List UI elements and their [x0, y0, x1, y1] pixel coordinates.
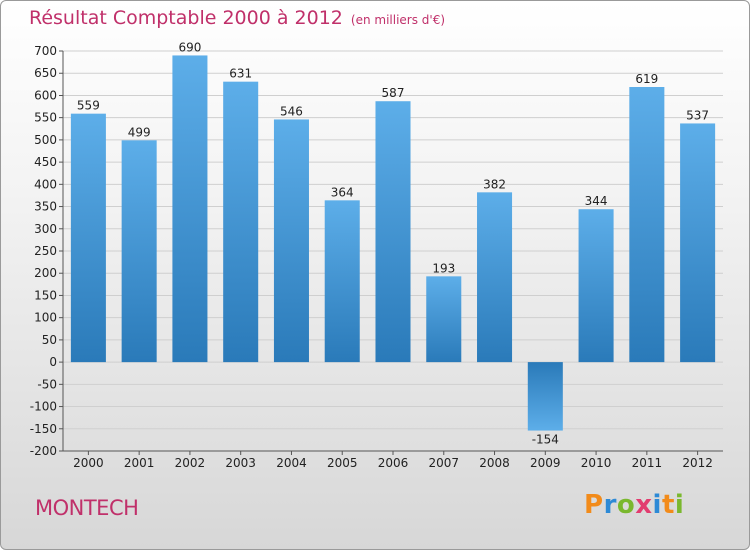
place-name: MONTECH — [35, 496, 139, 520]
x-tick-label: 2007 — [428, 456, 459, 470]
logo-letter: o — [616, 490, 636, 520]
bar-2000 — [70, 113, 106, 363]
y-tick-label: -50 — [37, 377, 57, 391]
bar-2002 — [172, 55, 208, 363]
data-label-2008: 382 — [483, 177, 506, 191]
bar-2001 — [121, 140, 157, 363]
bar-2010 — [578, 209, 614, 363]
bar-2012 — [680, 123, 716, 363]
data-label-2006: 587 — [382, 86, 405, 100]
bar-2004 — [273, 119, 309, 363]
y-tick-label: 100 — [34, 311, 57, 325]
y-tick-label: 150 — [34, 288, 57, 302]
y-tick-label: 300 — [34, 222, 57, 236]
y-tick-label: -200 — [30, 444, 57, 458]
y-tick-label: 0 — [49, 355, 57, 369]
bar-2006 — [375, 101, 411, 363]
data-label-2011: 619 — [635, 72, 658, 86]
bars — [70, 55, 716, 431]
logo-letter: P — [584, 490, 604, 520]
data-label-2004: 546 — [280, 104, 303, 118]
y-tick-label: 600 — [34, 88, 57, 102]
chart-subtitle: (en milliers d'€) — [350, 13, 446, 27]
y-tick-label: 650 — [34, 66, 57, 80]
y-tick-label: -100 — [30, 400, 57, 414]
x-tick-label: 2000 — [73, 456, 104, 470]
x-tick-label: 2012 — [682, 456, 713, 470]
data-label-2003: 631 — [229, 67, 252, 81]
y-tick-label: 450 — [34, 155, 57, 169]
bar-2007 — [426, 276, 462, 363]
x-tick-label: 2003 — [225, 456, 256, 470]
y-tick-label: 700 — [34, 44, 57, 58]
chart-title: Résultat Comptable 2000 à 2012 (en millie… — [29, 7, 445, 29]
y-tick-label: 400 — [34, 177, 57, 191]
chart-title-text: Résultat Comptable 2000 à 2012 — [29, 7, 343, 29]
y-tick-label: -150 — [30, 422, 57, 436]
data-label-2001: 499 — [128, 125, 151, 139]
x-tick-label: 2009 — [530, 456, 561, 470]
logo-letter: i — [674, 490, 685, 520]
proxiti-logo: Proxiti — [584, 490, 684, 520]
data-label-2009: -154 — [532, 433, 559, 447]
x-tick-label: 2006 — [378, 456, 409, 470]
y-tick-label: 50 — [42, 333, 57, 347]
logo-letter: t — [661, 490, 675, 520]
data-label-2002: 690 — [178, 40, 201, 54]
data-label-2007: 193 — [432, 261, 455, 275]
data-label-2005: 364 — [331, 185, 354, 199]
x-tick-label: 2005 — [327, 456, 358, 470]
logo-letter: i — [652, 490, 662, 520]
y-tick-label: 250 — [34, 244, 57, 258]
y-tick-label: 200 — [34, 266, 57, 280]
bar-2011 — [629, 87, 665, 363]
logo-letter: x — [635, 490, 653, 520]
x-tick-label: 2008 — [479, 456, 510, 470]
logo-letter: r — [603, 490, 617, 520]
bar-2005 — [324, 200, 360, 363]
x-tick-label: 2004 — [276, 456, 307, 470]
y-tick-label: 350 — [34, 200, 57, 214]
bar-2009 — [527, 362, 563, 431]
y-tick-label: 500 — [34, 133, 57, 147]
data-label-2010: 344 — [585, 194, 608, 208]
x-tick-label: 2011 — [632, 456, 663, 470]
bar-2008 — [477, 192, 513, 363]
x-tick-label: 2010 — [581, 456, 612, 470]
data-labels: 559 499 690 631 546 364 587 193 382 -154 344 619 537 — [77, 40, 709, 446]
x-tick-label: 2002 — [175, 456, 206, 470]
axes: -200 -150 -100 -50 0 50 100 150 200 250 300 350 400 4… — [30, 44, 723, 470]
x-tick-label: 2001 — [124, 456, 155, 470]
y-tick-label: 550 — [34, 111, 57, 125]
bar-2003 — [223, 81, 259, 363]
data-label-2012: 537 — [686, 108, 709, 122]
data-label-2000: 559 — [77, 99, 100, 113]
